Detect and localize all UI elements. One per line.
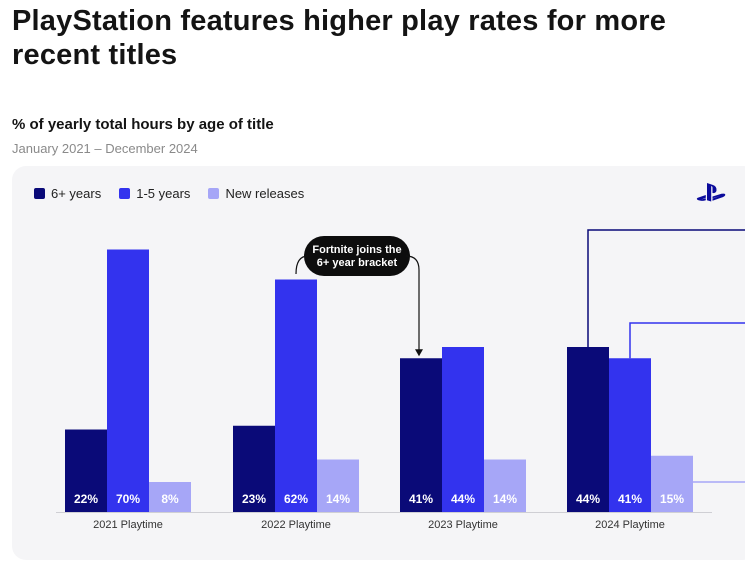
data-label: 8% — [161, 492, 179, 506]
bar — [275, 279, 317, 512]
bar — [442, 347, 484, 512]
data-label: 41% — [618, 492, 642, 506]
legend-item-one-to-five-years: 1-5 years — [119, 186, 190, 201]
data-label: 44% — [576, 492, 600, 506]
bar — [149, 482, 191, 512]
data-label: 41% — [409, 492, 433, 506]
x-tick-label: 2023 Playtime — [428, 519, 498, 531]
legend-swatch — [34, 188, 45, 199]
bar — [400, 358, 442, 512]
x-tick-label: 2021 Playtime — [93, 519, 163, 531]
annotation-callout — [304, 236, 410, 276]
bar — [317, 459, 359, 512]
legend-swatch — [208, 188, 220, 199]
legend-label: New releases — [225, 186, 305, 201]
legend-label: 1-5 years — [136, 186, 191, 201]
bracket-line — [587, 229, 745, 347]
data-label: 23% — [242, 492, 266, 506]
bar — [609, 358, 651, 512]
annotation-connector — [295, 255, 309, 275]
legend: 6+ years 1-5 years New releases — [34, 186, 304, 201]
bracket-line — [629, 322, 745, 359]
bar — [107, 249, 149, 512]
bar — [651, 455, 693, 512]
chart-panel: 6+ years 1-5 years New releases 22% 70% 8%… — [12, 166, 745, 560]
data-label: 62% — [284, 492, 308, 506]
page-title: PlayStation features higher play rates f… — [12, 5, 667, 71]
data-label: 22% — [74, 492, 98, 506]
date-range: January 2021 – December 2024 — [12, 141, 198, 156]
chart-subtitle: % of yearly total hours by age of title — [12, 116, 274, 133]
annotation-connector — [405, 255, 420, 351]
bar-chart: 22% 70% 8% 2021 Playtime 23% 62% 14% 2022 Playt… — [56, 229, 745, 531]
legend-item-six-plus-years: 6+ years — [34, 186, 101, 201]
x-tick-label: 2022 Playtime — [261, 519, 331, 531]
x-tick-label: 2024 Playtime — [595, 519, 665, 531]
annotation-arrowhead — [415, 349, 423, 357]
legend-label: 6+ years — [51, 186, 102, 201]
bar — [65, 429, 107, 512]
bar — [567, 347, 609, 512]
bar — [233, 425, 275, 512]
data-label: 44% — [451, 492, 475, 506]
playstation-logo-icon — [696, 183, 726, 202]
bar — [484, 459, 526, 512]
data-label: 15% — [660, 492, 684, 506]
data-label: 14% — [326, 492, 350, 506]
data-label: 14% — [493, 492, 517, 506]
annotation-text: Fortnite joins the — [312, 244, 401, 256]
annotation-text: 6+ year bracket — [317, 257, 398, 269]
legend-swatch — [119, 188, 131, 199]
legend-item-new-releases: New releases — [208, 186, 304, 201]
data-label: 70% — [116, 492, 140, 506]
